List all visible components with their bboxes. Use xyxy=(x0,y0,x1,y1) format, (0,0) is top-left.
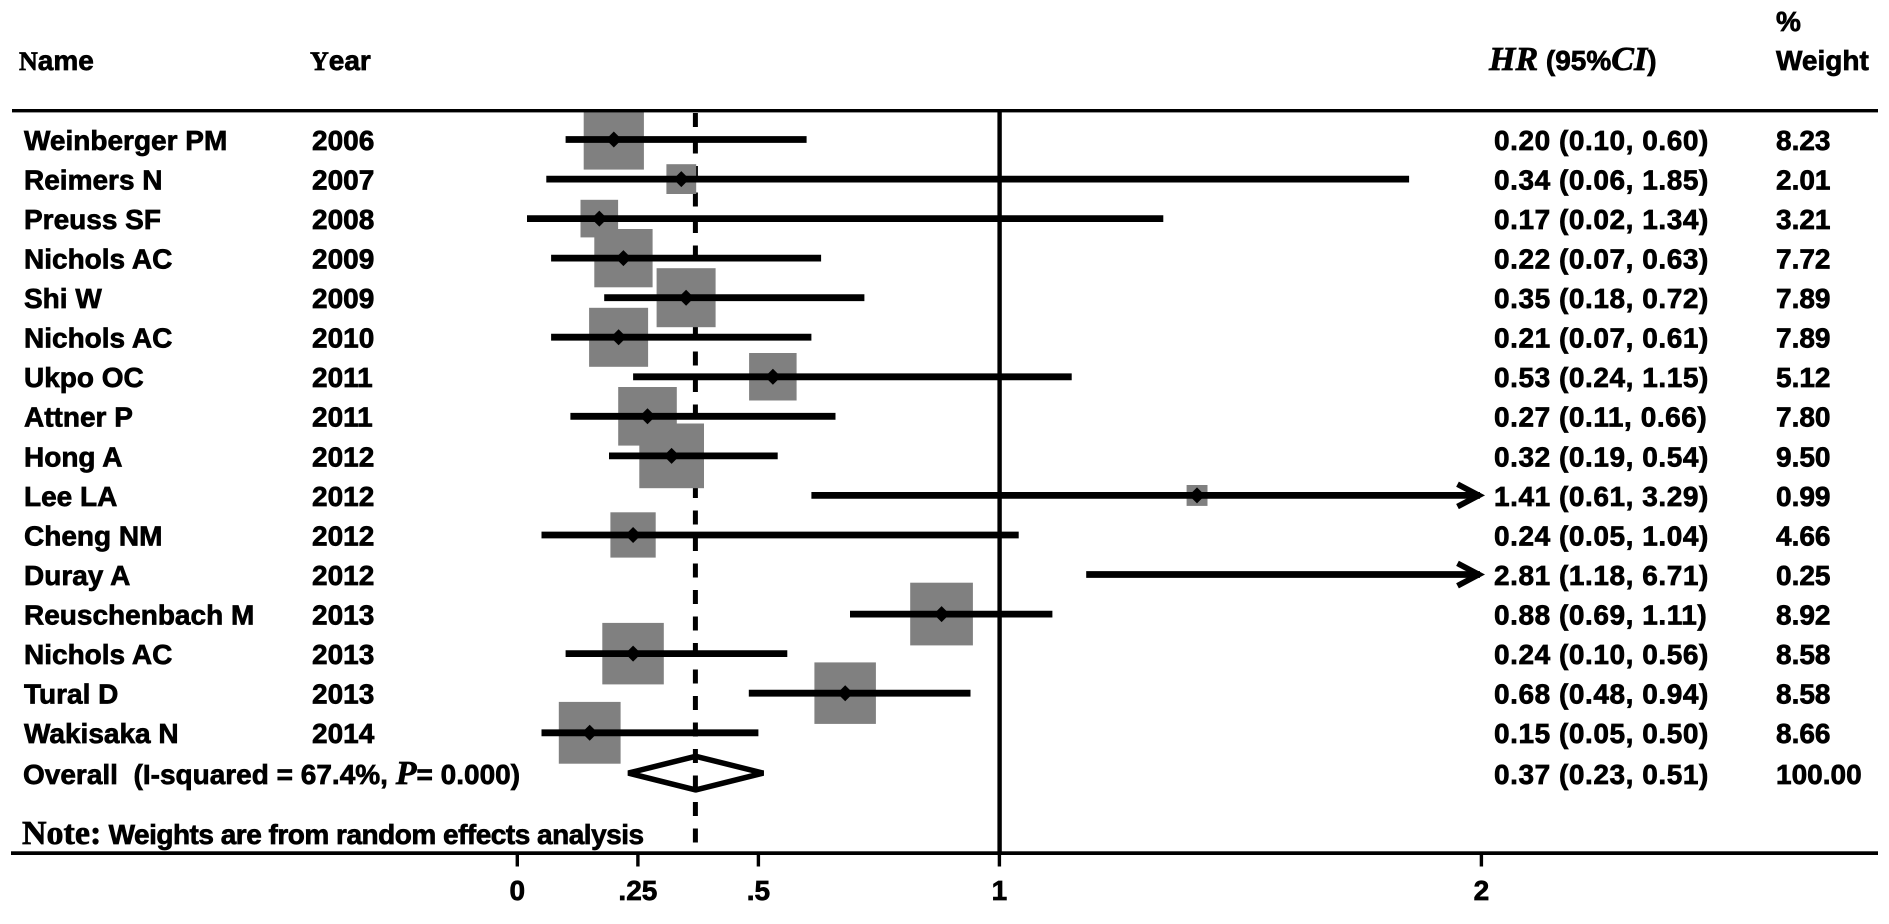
svg-text:Hong A: Hong A xyxy=(24,441,123,472)
svg-text:0.24 (0.05, 1.04): 0.24 (0.05, 1.04) xyxy=(1494,520,1709,551)
svg-text:0.25: 0.25 xyxy=(1776,560,1831,591)
svg-text:0.53 (0.24, 1.15): 0.53 (0.24, 1.15) xyxy=(1494,362,1709,393)
svg-text:2011: 2011 xyxy=(312,362,373,393)
svg-text:Reimers N: Reimers N xyxy=(24,165,163,196)
svg-text:8.23: 8.23 xyxy=(1776,125,1831,156)
svg-text:2012: 2012 xyxy=(312,481,374,512)
svg-text:HR (95%CI): HR (95%CI) xyxy=(1488,41,1657,78)
svg-text:.5: .5 xyxy=(747,875,770,906)
svg-text:Wakisaka N: Wakisaka N xyxy=(24,718,179,749)
svg-text:0.15 (0.05, 0.50): 0.15 (0.05, 0.50) xyxy=(1494,718,1709,749)
svg-text:2013: 2013 xyxy=(312,600,374,631)
svg-text:Name: Name xyxy=(19,45,94,76)
svg-text:8.92: 8.92 xyxy=(1776,600,1831,631)
svg-text:0.21 (0.07, 0.61): 0.21 (0.07, 0.61) xyxy=(1494,323,1709,354)
svg-text:0.99: 0.99 xyxy=(1776,481,1831,512)
svg-text:1: 1 xyxy=(992,875,1008,906)
svg-text:0.24 (0.10, 0.56): 0.24 (0.10, 0.56) xyxy=(1494,639,1709,670)
svg-text:7.72: 7.72 xyxy=(1776,244,1831,275)
svg-text:0.22 (0.07, 0.63): 0.22 (0.07, 0.63) xyxy=(1494,244,1709,275)
svg-text:0.35 (0.18, 0.72): 0.35 (0.18, 0.72) xyxy=(1494,283,1709,314)
svg-text:8.66: 8.66 xyxy=(1776,718,1831,749)
svg-text:8.58: 8.58 xyxy=(1776,639,1831,670)
svg-text:2.01: 2.01 xyxy=(1776,165,1831,196)
svg-text:Nichols AC: Nichols AC xyxy=(24,244,172,275)
svg-text:Year: Year xyxy=(310,45,371,76)
svg-text:Nichols AC: Nichols AC xyxy=(24,639,172,670)
svg-text:Overall (I-squared = 67.4%, P: Overall (I-squared = 67.4%, P= 0.000) xyxy=(23,755,520,792)
svg-text:Ukpo OC: Ukpo OC xyxy=(24,362,144,393)
svg-text:8.58: 8.58 xyxy=(1776,679,1831,710)
svg-text:0.17 (0.02, 1.34): 0.17 (0.02, 1.34) xyxy=(1494,204,1709,235)
svg-text:2012: 2012 xyxy=(312,520,374,551)
svg-text:0.34 (0.06, 1.85): 0.34 (0.06, 1.85) xyxy=(1494,165,1709,196)
svg-text:Duray A: Duray A xyxy=(24,560,130,591)
svg-text:2011: 2011 xyxy=(312,402,373,433)
svg-text:Note: Weights are from random: Note: Weights are from random effects an… xyxy=(22,815,644,852)
svg-text:Lee LA: Lee LA xyxy=(24,481,117,512)
svg-text:2010: 2010 xyxy=(312,323,374,354)
svg-text:Weinberger PM: Weinberger PM xyxy=(24,125,227,156)
svg-text:9.50: 9.50 xyxy=(1776,441,1831,472)
svg-text:2: 2 xyxy=(1474,875,1490,906)
svg-text:0.68 (0.48, 0.94): 0.68 (0.48, 0.94) xyxy=(1494,679,1709,710)
svg-text:2009: 2009 xyxy=(312,244,374,275)
svg-text:2012: 2012 xyxy=(312,560,374,591)
svg-text:0.32 (0.19, 0.54): 0.32 (0.19, 0.54) xyxy=(1494,441,1709,472)
svg-text:0.37 (0.23, 0.51): 0.37 (0.23, 0.51) xyxy=(1494,759,1709,790)
svg-text:Cheng NM: Cheng NM xyxy=(24,520,162,551)
svg-text:0: 0 xyxy=(510,875,526,906)
svg-text:%: % xyxy=(1776,6,1801,37)
svg-text:0.20 (0.10, 0.60): 0.20 (0.10, 0.60) xyxy=(1494,125,1709,156)
svg-text:0.27 (0.11, 0.66): 0.27 (0.11, 0.66) xyxy=(1494,402,1707,433)
svg-text:Nichols AC: Nichols AC xyxy=(24,323,172,354)
svg-text:2007: 2007 xyxy=(312,165,374,196)
svg-text:Shi W: Shi W xyxy=(24,283,102,314)
svg-text:3.21: 3.21 xyxy=(1776,204,1831,235)
svg-text:2009: 2009 xyxy=(312,283,374,314)
svg-text:2014: 2014 xyxy=(312,718,375,749)
svg-text:2013: 2013 xyxy=(312,679,374,710)
svg-text:0.88 (0.69, 1.11): 0.88 (0.69, 1.11) xyxy=(1494,600,1707,631)
svg-text:2006: 2006 xyxy=(312,125,374,156)
svg-text:7.89: 7.89 xyxy=(1776,323,1831,354)
svg-text:4.66: 4.66 xyxy=(1776,520,1831,551)
svg-text:5.12: 5.12 xyxy=(1776,362,1831,393)
svg-text:Tural D: Tural D xyxy=(24,679,118,710)
svg-text:Attner P: Attner P xyxy=(24,402,133,433)
svg-text:Weight: Weight xyxy=(1776,45,1869,76)
svg-text:.25: .25 xyxy=(618,875,657,906)
svg-text:100.00: 100.00 xyxy=(1776,759,1862,790)
svg-text:7.89: 7.89 xyxy=(1776,283,1831,314)
svg-text:2.81 (1.18, 6.71): 2.81 (1.18, 6.71) xyxy=(1494,560,1709,591)
svg-text:2013: 2013 xyxy=(312,639,374,670)
svg-text:2008: 2008 xyxy=(312,204,374,235)
svg-text:Preuss SF: Preuss SF xyxy=(24,204,161,235)
svg-text:2012: 2012 xyxy=(312,441,374,472)
svg-text:7.80: 7.80 xyxy=(1776,402,1831,433)
svg-text:Reuschenbach M: Reuschenbach M xyxy=(24,600,254,631)
svg-text:1.41 (0.61, 3.29): 1.41 (0.61, 3.29) xyxy=(1494,481,1709,512)
